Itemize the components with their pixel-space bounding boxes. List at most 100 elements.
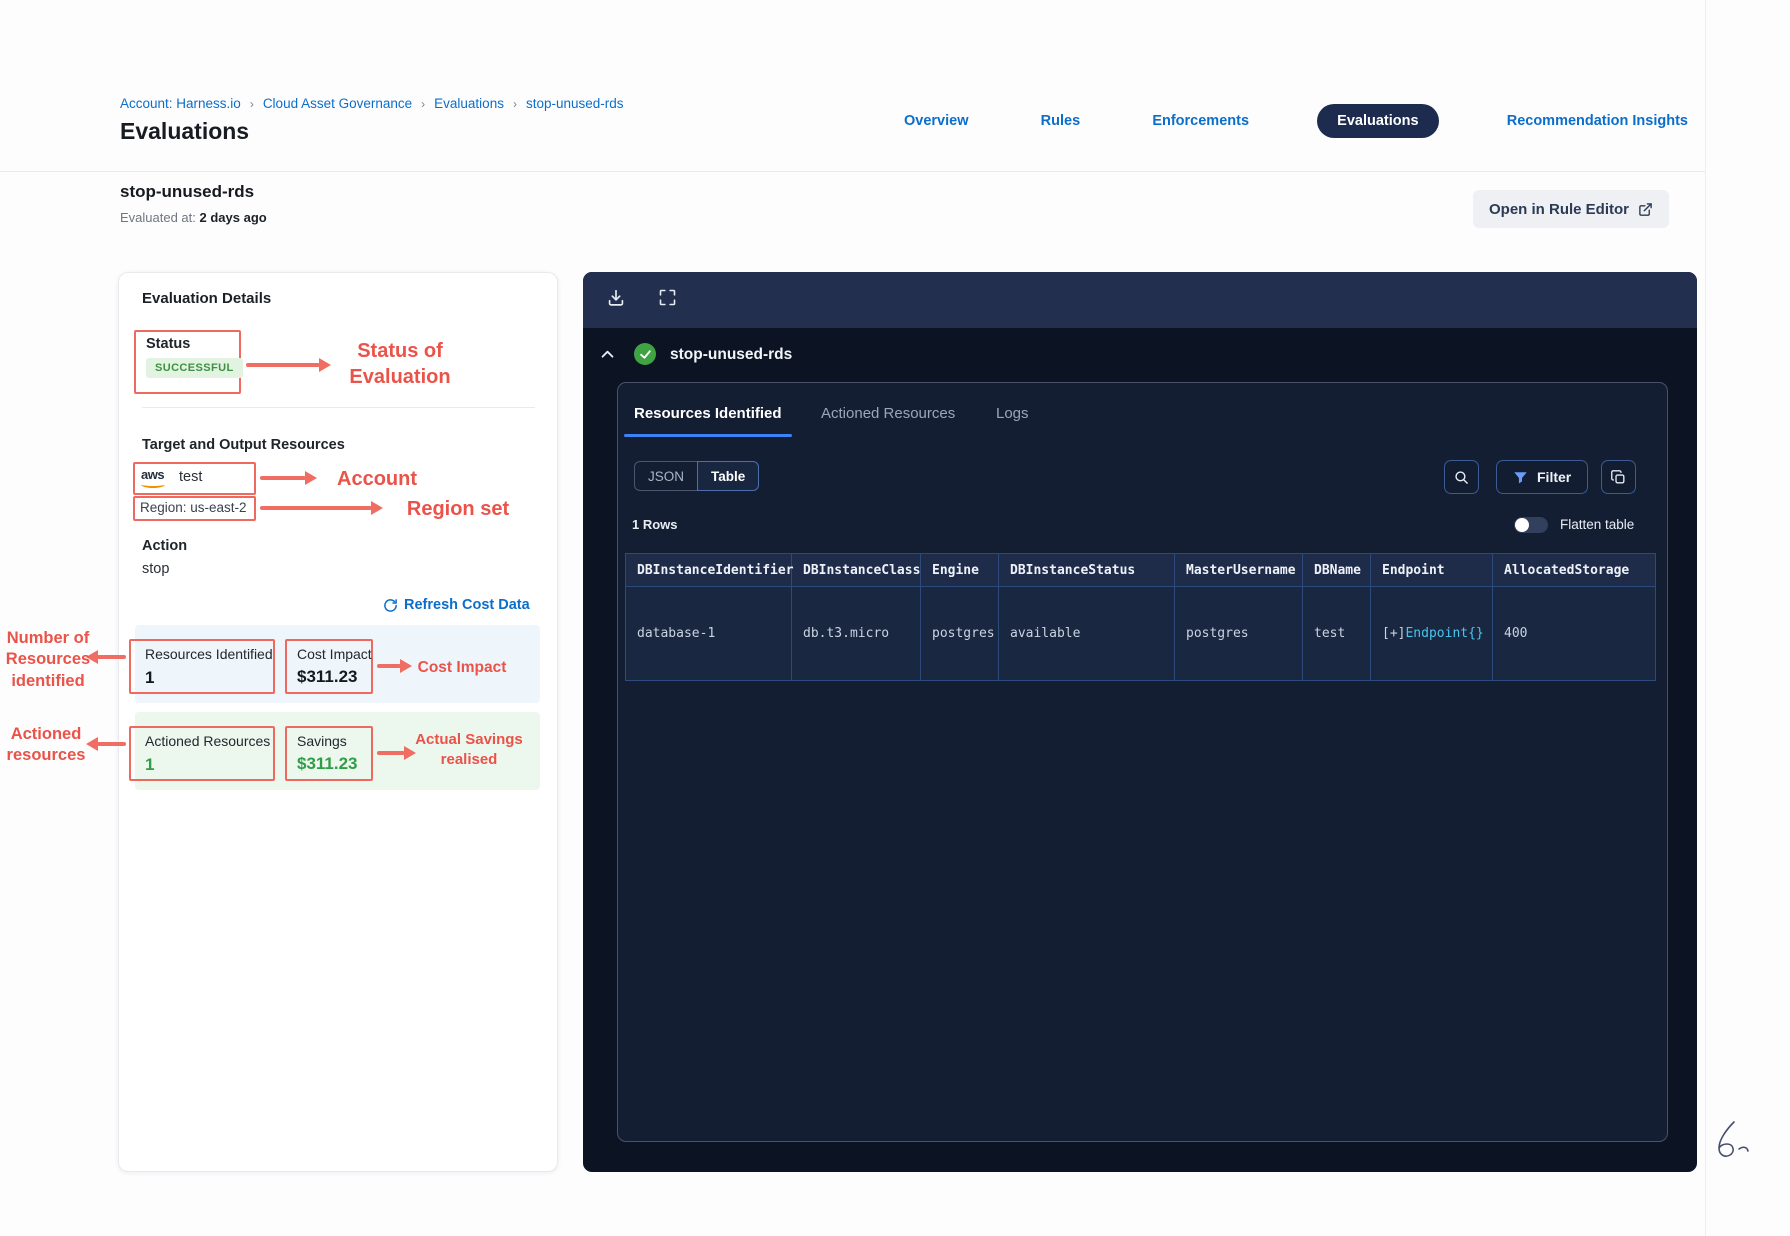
breadcrumb: Account: Harness.io › Cloud Asset Govern… <box>120 96 624 111</box>
filter-icon <box>1513 470 1528 485</box>
col-dbname[interactable]: DBName <box>1302 553 1371 587</box>
breadcrumb-account[interactable]: Account: Harness.io <box>120 96 241 111</box>
table-row: database-1 db.t3.micro postgres availabl… <box>625 586 1656 681</box>
col-dbinstanceclass[interactable]: DBInstanceClass <box>791 553 921 587</box>
status-badge: SUCCESSFUL <box>146 358 243 378</box>
col-dbinstanceidentifier[interactable]: DBInstanceIdentifier <box>625 553 794 587</box>
panel-rule-name: stop-unused-rds <box>670 346 793 363</box>
open-in-rule-editor-label: Open in Rule Editor <box>1488 200 1629 218</box>
nav-enforcements[interactable]: Enforcements <box>1152 113 1250 129</box>
cell-engine: postgres <box>920 586 999 681</box>
col-masterusername[interactable]: MasterUsername <box>1174 553 1303 587</box>
evaluated-at: Evaluated at: 2 days ago <box>120 210 267 225</box>
refresh-cost-data-link[interactable]: Refresh Cost Data <box>383 597 530 613</box>
flatten-table-label: Flatten table <box>1560 517 1635 532</box>
success-check-icon <box>634 343 656 365</box>
flatten-table-toggle[interactable] <box>1514 517 1548 533</box>
account-name: test <box>179 469 203 485</box>
evaluation-name: stop-unused-rds <box>120 182 255 201</box>
aws-logo: aws <box>141 468 165 488</box>
endpoint-expand-prefix[interactable]: [+] <box>1382 626 1406 641</box>
cost-impact-annotation-text: Cost Impact <box>417 659 507 676</box>
cell-dbinstanceclass: db.t3.micro <box>791 586 921 681</box>
filter-label: Filter <box>1537 469 1572 485</box>
header-divider <box>0 171 1705 172</box>
cell-allocatedstorage: 400 <box>1492 586 1656 681</box>
cost-impact-label: Cost Impact <box>297 646 372 662</box>
breadcrumb-separator: › <box>421 96 426 111</box>
col-allocatedstorage[interactable]: AllocatedStorage <box>1492 553 1656 587</box>
breadcrumb-evaluations[interactable]: Evaluations <box>434 96 504 111</box>
top-nav: Overview Rules Enforcements Evaluations … <box>900 104 1692 138</box>
aws-logo-text: aws <box>141 467 165 482</box>
tab-resources-identified[interactable]: Resources Identified <box>634 405 782 422</box>
actioned-annotation-arrow <box>86 737 126 751</box>
refresh-cost-data-label: Refresh Cost Data <box>404 597 530 613</box>
region-annotation-box <box>133 496 256 521</box>
evaluation-result-panel: stop-unused-rds Resources Identified Act… <box>583 272 1697 1172</box>
col-endpoint[interactable]: Endpoint <box>1370 553 1493 587</box>
fullscreen-icon[interactable] <box>657 287 678 308</box>
handwritten-mark <box>1712 1118 1754 1164</box>
flatten-table-toggle-knob <box>1515 518 1529 532</box>
nav-overview[interactable]: Overview <box>904 113 969 129</box>
resources-table: DBInstanceIdentifier DBInstanceClass Eng… <box>625 553 1656 681</box>
resources-identified-annotation-box <box>129 639 275 694</box>
page-title: Evaluations <box>120 118 250 144</box>
view-toggle: JSON Table <box>634 461 760 491</box>
tab-actioned-resources[interactable]: Actioned Resources <box>821 405 956 422</box>
col-engine[interactable]: Engine <box>920 553 999 587</box>
action-value: stop <box>142 561 170 577</box>
savings-annotation-text: Actual Savings realised <box>415 731 523 768</box>
breadcrumb-cloud-asset-governance[interactable]: Cloud Asset Governance <box>262 96 413 111</box>
resources-identified-value: 1 <box>145 668 155 687</box>
copy-icon[interactable] <box>1601 460 1636 494</box>
actioned-resources-annotation-box <box>129 726 275 781</box>
evaluated-at-label: Evaluated at: <box>120 210 196 225</box>
actioned-resources-value: 1 <box>145 755 155 774</box>
savings-label: Savings <box>297 733 347 749</box>
nav-recommendation-insights[interactable]: Recommendation Insights <box>1506 113 1688 129</box>
region-annotation-text: Region set <box>406 498 510 520</box>
identified-metrics-strip <box>135 625 540 703</box>
breadcrumb-current[interactable]: stop-unused-rds <box>525 96 624 111</box>
collapse-chevron-icon[interactable] <box>599 346 616 363</box>
nav-evaluations[interactable]: Evaluations <box>1317 104 1439 138</box>
savings-annotation-box <box>285 726 373 781</box>
account-annotation-arrow <box>260 471 317 485</box>
view-toggle-table[interactable]: Table <box>697 461 760 491</box>
tab-logs[interactable]: Logs <box>996 405 1029 422</box>
panel-toolbar <box>583 272 1697 328</box>
download-icon[interactable] <box>605 287 627 309</box>
savings-value: $311.23 <box>297 754 358 773</box>
filter-button[interactable]: Filter <box>1496 460 1589 494</box>
account-annotation-text: Account <box>337 468 417 490</box>
col-dbinstancestatus[interactable]: DBInstanceStatus <box>998 553 1175 587</box>
evaluated-at-value: 2 days ago <box>199 210 267 225</box>
open-in-rule-editor-button[interactable]: Open in Rule Editor <box>1473 190 1669 228</box>
status-annotation-text: Status of Evaluation <box>349 340 451 388</box>
resources-annotation-text: Number of Resources identified <box>5 629 91 690</box>
region-annotation-arrow <box>260 501 383 515</box>
resources-annotation-arrow <box>86 650 126 664</box>
cell-endpoint: [+]Endpoint{} <box>1370 586 1493 681</box>
savings-annotation-arrow <box>377 746 416 760</box>
aws-logo-smile <box>141 481 165 488</box>
target-output-title: Target and Output Resources <box>142 437 345 453</box>
nav-rules[interactable]: Rules <box>1040 113 1081 129</box>
actioned-resources-label: Actioned Resources <box>145 733 271 749</box>
content-right-border <box>1705 0 1706 1236</box>
account-annotation-box <box>133 462 256 495</box>
card-divider <box>142 407 535 408</box>
status-annotation-arrow <box>246 358 331 372</box>
cell-dbinstanceidentifier: database-1 <box>625 586 792 681</box>
cost-impact-value: $311.23 <box>297 667 358 686</box>
endpoint-object[interactable]: Endpoint{} <box>1405 626 1484 641</box>
region-chip: Region: us-east-2 <box>140 500 247 515</box>
view-toggle-json[interactable]: JSON <box>634 461 698 491</box>
breadcrumb-separator: › <box>249 96 254 111</box>
actioned-metrics-strip <box>135 712 540 790</box>
search-icon[interactable] <box>1444 460 1479 494</box>
evaluation-details-title: Evaluation Details <box>142 290 272 307</box>
